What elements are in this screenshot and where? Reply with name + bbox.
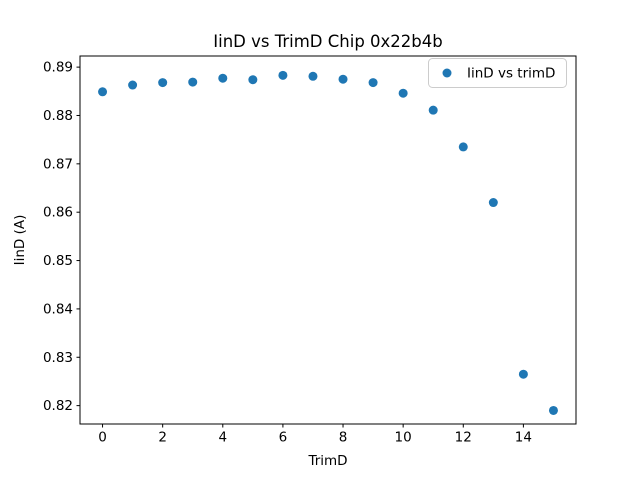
- y-axis-label: IinD (A): [12, 215, 28, 266]
- data-point: [398, 88, 408, 98]
- x-axis-label: TrimD: [307, 453, 347, 469]
- data-point: [188, 77, 198, 87]
- x-tick-label: 4: [218, 430, 227, 446]
- scatter-series: [98, 70, 558, 415]
- legend-frame: [428, 58, 567, 88]
- y-tick-label: 0.83: [43, 350, 73, 366]
- ticks-layer: 0 2 4 6 8 10 12 14 0.82 0.83 0.84 0.85 0.86 0.87 0.88 0…: [43, 60, 532, 446]
- y-tick-label: 0.85: [43, 253, 73, 269]
- data-point: [428, 105, 438, 115]
- y-tick-label: 0.86: [43, 205, 73, 221]
- x-tick-label: 10: [395, 430, 412, 446]
- x-tick-label: 0: [98, 430, 107, 446]
- x-tick-label: 8: [339, 430, 348, 446]
- data-point: [218, 73, 228, 83]
- data-point: [518, 369, 528, 379]
- data-point: [338, 74, 348, 84]
- y-tick-label: 0.87: [43, 156, 73, 172]
- x-tick-label: 14: [515, 430, 532, 446]
- legend-marker-icon: [442, 68, 452, 78]
- data-point: [308, 71, 318, 81]
- x-tick-label: 2: [158, 430, 167, 446]
- data-point: [488, 198, 498, 208]
- data-point: [98, 87, 108, 97]
- data-point: [128, 80, 138, 90]
- axes-frame: [79, 55, 577, 425]
- data-point: [278, 70, 288, 80]
- data-point: [158, 78, 168, 88]
- data-point: [248, 75, 258, 85]
- y-tick-label: 0.84: [43, 301, 73, 317]
- data-point: [548, 405, 558, 415]
- y-tick-label: 0.82: [43, 398, 73, 414]
- y-tick-label: 0.89: [43, 60, 73, 76]
- chart-title: IinD vs TrimD Chip 0x22b4b: [213, 32, 443, 51]
- x-tick-label: 12: [455, 430, 472, 446]
- y-tick-label: 0.88: [43, 108, 73, 124]
- legend: IinD vs trimD: [428, 58, 567, 88]
- data-point: [368, 78, 378, 88]
- x-tick-label: 6: [279, 430, 288, 446]
- data-point: [458, 142, 468, 152]
- legend-entry-label: IinD vs trimD: [467, 66, 555, 82]
